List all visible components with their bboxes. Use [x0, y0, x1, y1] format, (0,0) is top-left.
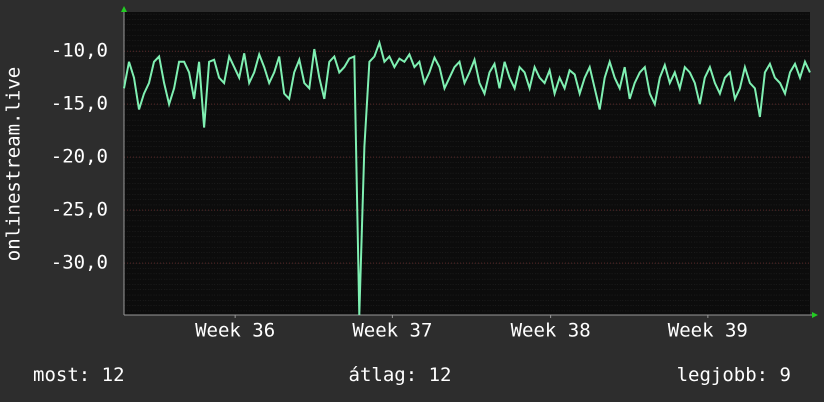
stat-value: 9 [780, 364, 791, 386]
x-tick-label: Week 37 [352, 320, 432, 342]
stat-label: átlag: [349, 364, 418, 386]
stat-value: 12 [102, 364, 125, 386]
axis-arrow [812, 312, 818, 318]
stat-label: most: [33, 364, 90, 386]
stat-label: legjobb: [677, 364, 769, 386]
stats: most: 12 átlag: 12 legjobb: 9 [33, 364, 791, 386]
x-tick-label: Week 36 [195, 320, 275, 342]
y-tick-label: -10,0 [51, 40, 108, 62]
plot-area [124, 12, 810, 315]
y-tick-label: -25,0 [51, 199, 108, 221]
stat: legjobb: 9 [677, 364, 791, 386]
stat: átlag: 12 [349, 364, 452, 386]
y-tick-label: -20,0 [51, 146, 108, 168]
line [123, 39, 811, 316]
x-tick-label: Week 38 [511, 320, 591, 342]
stat: most: 12 [33, 364, 125, 386]
y-tick-label: -30,0 [51, 252, 108, 274]
axis-arrow [121, 6, 127, 12]
y-tick-label: -15,0 [51, 93, 108, 115]
y-axis-label: onlinestream.live [3, 67, 25, 261]
stat-value: 12 [429, 364, 452, 386]
x-tick-label: Week 39 [668, 320, 748, 342]
